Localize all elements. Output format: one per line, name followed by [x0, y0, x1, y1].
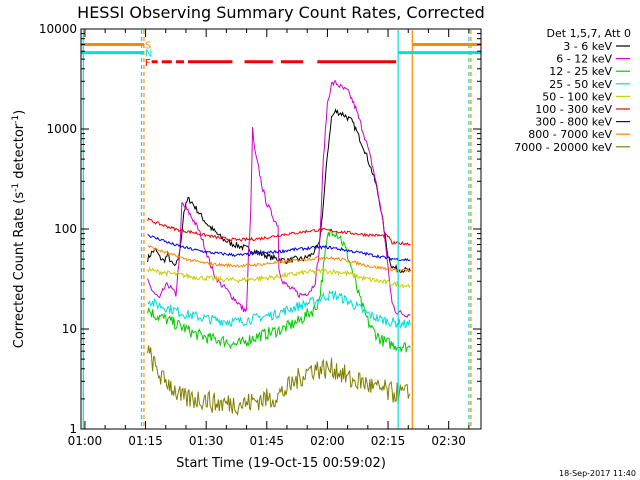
series-line-7 — [147, 234, 411, 262]
y-tick-label-5: 10000 — [39, 22, 77, 36]
legend-label-9: 7000 - 20000 keV — [514, 141, 612, 154]
x-tick-label-7: 02:30 — [431, 434, 466, 448]
footer-date: 18-Sep-2017 11:40 — [559, 469, 636, 478]
x-tick-label-3: 01:30 — [189, 434, 224, 448]
series-line-3 — [147, 228, 411, 353]
flag-label-s: S — [145, 40, 151, 51]
x-tick-label-5: 02:00 — [310, 434, 345, 448]
series-line-4 — [147, 289, 411, 329]
series-line-5 — [147, 266, 411, 289]
legend-label-5: 50 - 100 keV — [542, 90, 612, 103]
y-tick-label-3: 100 — [54, 222, 77, 236]
legend-label-4: 25 - 50 keV — [549, 78, 612, 91]
legend-label-8: 800 - 7000 keV — [528, 128, 612, 141]
series-line-2 — [147, 80, 411, 318]
series-group — [147, 80, 411, 416]
legend-label-2: 6 - 12 keV — [556, 53, 612, 66]
legend-label-6: 100 - 300 keV — [535, 103, 612, 116]
y-axis-label-sup1: -1 — [11, 183, 21, 192]
y-axis-label-main: Corrected Count Rate (s — [12, 192, 27, 349]
x-axis-label: Start Time (19-Oct-15 00:59:02) — [176, 456, 386, 471]
legend-label-1: 3 - 6 keV — [563, 40, 612, 53]
series-line-6 — [147, 217, 411, 246]
y-tick-label-2: 10 — [62, 322, 77, 336]
legend-label-3: 12 - 25 keV — [549, 65, 612, 78]
x-tick-label-2: 01:15 — [128, 434, 163, 448]
x-tick-label-6: 02:15 — [371, 434, 406, 448]
y-axis-label-sup2: -1 — [11, 115, 21, 124]
y-axis-label-end: ) — [12, 110, 27, 115]
chart-title: HESSI Observing Summary Count Rates, Cor… — [77, 3, 485, 22]
axis-ticks: 01:00 01:15 01:30 01:45 02:00 02:15 02:30 1 10 10… — [39, 22, 481, 448]
flag-label-f: F — [145, 58, 151, 69]
x-tick-label-1: 01:00 — [68, 434, 103, 448]
y-axis-label-mid: detector — [12, 123, 27, 183]
flag-bars: SNF — [81, 40, 481, 69]
x-tick-label-4: 01:45 — [249, 434, 284, 448]
legend-header: Det 1,5,7, Att 0 — [547, 27, 631, 40]
y-tick-label-4: 1000 — [46, 122, 77, 136]
y-axis-label: Corrected Count Rate (s-1 detector-1) — [11, 110, 27, 348]
y-tick-label-1: 1 — [69, 422, 77, 436]
series-line-8 — [147, 245, 411, 273]
legend-label-7: 300 - 800 keV — [535, 116, 612, 129]
flag-label-n: N — [145, 49, 152, 60]
series-line-9 — [147, 345, 411, 416]
